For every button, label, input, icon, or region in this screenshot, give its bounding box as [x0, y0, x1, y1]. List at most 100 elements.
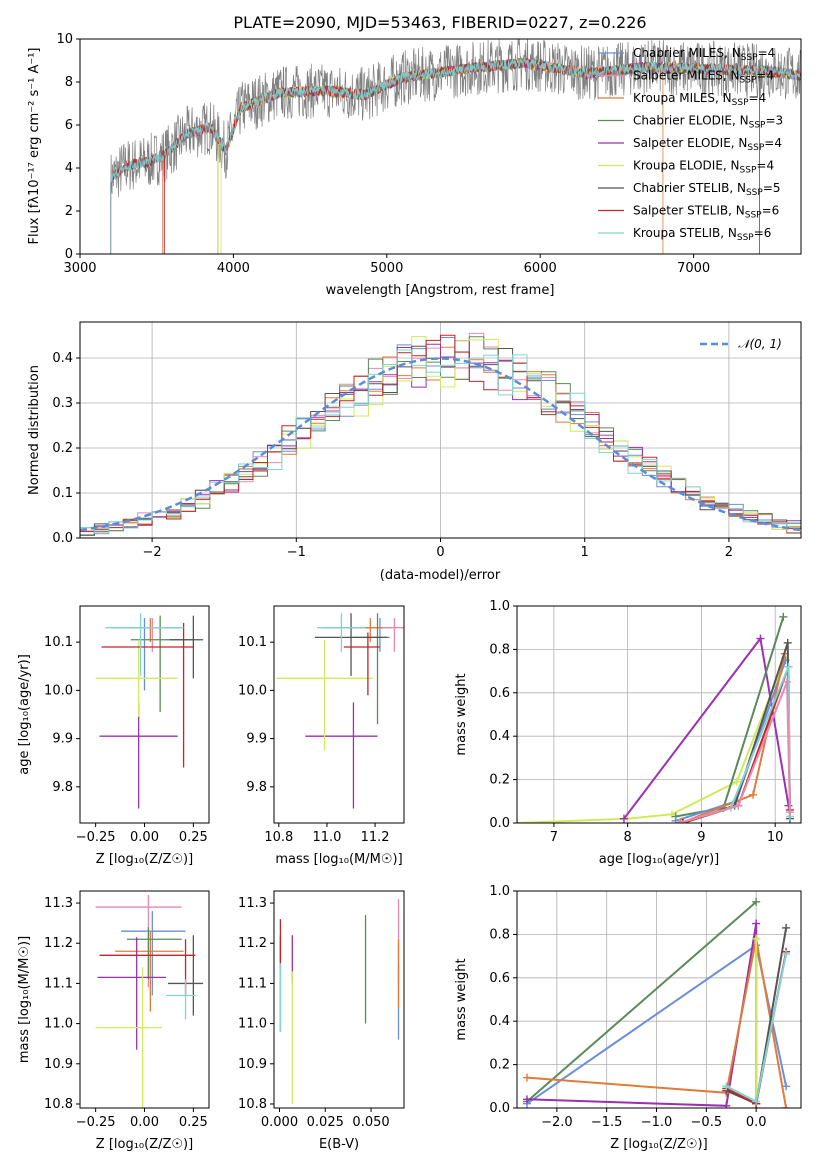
legend-label-chabrier-miles: Chabrier MILES, NSSP=4	[633, 46, 775, 63]
panel-axes-frame	[273, 890, 405, 1109]
panel-x-label: Z [log₁₀(Z/Z☉)]	[96, 1137, 193, 1152]
legend-label-chabrier-elodie: Chabrier ELODIE, NSSP=3	[633, 114, 783, 131]
histogram-y-tick-label: 0.3	[52, 396, 73, 411]
panel-y-tick-label: 0.6	[489, 971, 510, 986]
spectrum-y-tick-label: 2	[65, 204, 73, 219]
panel-plot-area	[517, 606, 801, 823]
panel-plot-area	[95, 613, 204, 809]
spectrum-y-tick-label: 8	[65, 75, 73, 90]
weight-vs-age-panel: 7 8 9 10 0.0 0.2 0.4 0.6 0.8 1.0 age [log₁₀(age/yr…	[454, 599, 802, 867]
panel-x-tick-label: 10.8	[264, 830, 293, 845]
panel-plot-area	[276, 613, 404, 809]
spectrum-y-label: Flux [fλ10⁻¹⁷ erg cm⁻² s⁻¹ A⁻¹]	[27, 48, 42, 245]
histogram-plot-area	[79, 322, 802, 538]
panel-x-tick-label: 10	[767, 830, 784, 845]
panel-y-tick-label: 0.8	[489, 927, 510, 942]
panel-y-tick-label: 0.2	[489, 773, 510, 788]
panel-y-label: mass [log₁₀(M/M☉)]	[17, 936, 32, 1063]
spectrum-x-tick-label: 7000	[677, 261, 710, 276]
mass-vs-metallicity-panel: −0.25 0.00 0.25 10.8 10.9 11.0 11.1 11.2 11.3 Z […	[17, 890, 210, 1152]
panel-y-tick-label: 11.2	[44, 936, 73, 951]
panel-x-tick-label: 0.25	[179, 1115, 208, 1130]
panel-y-tick-label: 0.6	[489, 686, 510, 701]
panel-y-tick-label: 10.8	[44, 1097, 73, 1112]
histogram-x-tick-label: 0	[436, 545, 444, 560]
panel-y-tick-label: 0.2	[489, 1058, 510, 1073]
histogram-x-label: (data-model)/error	[380, 568, 501, 583]
spectrum-x-tick-label: 5000	[370, 261, 403, 276]
histogram-y-tick-label: 0.1	[52, 486, 73, 501]
panel-y-tick-label: 11.0	[238, 1017, 267, 1032]
spectrum-y-tick-label: 4	[65, 161, 73, 176]
panel-x-tick-label: −0.5	[691, 1115, 723, 1130]
panel-axes-frame	[516, 605, 802, 824]
weight-line-chabrier-elodie	[526, 901, 757, 1103]
panel-y-tick-label: 11.2	[238, 936, 267, 951]
panel-y-tick-label: 0.4	[489, 1014, 510, 1029]
panel-y-tick-label: 11.0	[44, 1017, 73, 1032]
panel-y-tick-label: 9.8	[246, 780, 267, 795]
panel-x-tick-label: 0.00	[130, 1115, 159, 1130]
legend-label-kroupa-stelib: Kroupa STELIB, NSSP=6	[633, 226, 771, 243]
panel-x-tick-label: 8	[624, 830, 632, 845]
spectrum-x-label: wavelength [Angstrom, rest frame]	[326, 283, 555, 298]
panel-x-tick-label: 0.025	[307, 1115, 344, 1130]
histogram-x-tick-label: −2	[143, 545, 162, 560]
histogram-x-tick-label: 2	[725, 545, 733, 560]
panel-y-tick-label: 0.0	[489, 1101, 510, 1116]
panel-x-tick-label: 7	[550, 830, 558, 845]
panel-y-tick-label: 0.0	[489, 816, 510, 831]
normal-legend-label: 𝒩(0, 1)	[738, 337, 782, 351]
panel-y-tick-label: 10.1	[238, 635, 267, 650]
spectrum-x-tick-label: 3000	[63, 261, 96, 276]
panel-x-tick-label: 9	[697, 830, 705, 845]
figure-title: PLATE=2090, MJD=53463, FIBERID=0227, z=0…	[233, 13, 646, 32]
panel-x-tick-label: 0.000	[261, 1115, 298, 1130]
panel-x-tick-label: −0.25	[76, 830, 116, 845]
residual-histogram-panel: −2 −1 0 1 2 0.0 0.1 0.2 0.3 0.4 (data-model)/erro…	[27, 321, 802, 583]
weight-vs-metallicity-panel: −2.0 −1.5 −1.0 −0.5 0.0 0.0 0.2 0.4 0.6 0.8 1.0 Z […	[454, 884, 802, 1152]
legend-label-salpeter-miles: Salpeter MILES, NSSP=4	[633, 69, 774, 86]
panel-y-tick-label: 10.0	[44, 683, 73, 698]
panel-x-label: Z [log₁₀(Z/Z☉)]	[610, 1137, 707, 1152]
panel-y-tick-label: 1.0	[489, 884, 510, 899]
panel-y-tick-label: 0.8	[489, 642, 510, 657]
spectrum-x-tick-label: 4000	[217, 261, 250, 276]
panel-y-tick-label: 10.8	[238, 1097, 267, 1112]
panel-y-tick-label: 9.9	[52, 732, 73, 747]
panel-y-tick-label: 11.1	[44, 976, 73, 991]
histogram-y-tick-label: 0.0	[52, 531, 73, 546]
panel-x-tick-label: −2.0	[541, 1115, 573, 1130]
panel-y-tick-label: 11.1	[238, 976, 267, 991]
panel-x-tick-label: 0.050	[352, 1115, 389, 1130]
panel-y-tick-label: 10.1	[44, 635, 73, 650]
spectrum-plot-area	[110, 39, 801, 254]
histogram-y-tick-label: 0.4	[52, 351, 73, 366]
legend-label-chabrier-stelib: Chabrier STELIB, NSSP=5	[633, 181, 781, 198]
histogram-y-tick-label: 0.2	[52, 441, 73, 456]
panel-y-label: mass weight	[454, 673, 469, 755]
panel-plot-area	[517, 891, 801, 1108]
spectrum-y-tick-label: 0	[65, 247, 73, 262]
panel-y-tick-label: 10.0	[238, 683, 267, 698]
panel-axes-frame	[273, 605, 405, 824]
panel-y-tick-label: 11.3	[238, 896, 267, 911]
panel-x-label: mass [log₁₀(M/M☉)]	[275, 852, 402, 867]
panel-x-tick-label: 0.0	[746, 1115, 767, 1130]
panel-x-tick-label: −0.25	[76, 1115, 116, 1130]
histogram-ticks: −2 −1 0 1 2 0.0 0.1 0.2 0.3 0.4	[52, 351, 733, 560]
panel-x-label: Z [log₁₀(Z/Z☉)]	[96, 852, 193, 867]
panel-y-tick-label: 10.9	[44, 1057, 73, 1072]
legend-label-kroupa-miles: Kroupa MILES, NSSP=4	[633, 91, 766, 108]
panel-x-tick-label: −1.5	[591, 1115, 623, 1130]
legend-label-salpeter-stelib: Salpeter STELIB, NSSP=6	[633, 204, 779, 221]
spectrum-x-tick-label: 6000	[524, 261, 557, 276]
histogram-x-tick-label: 1	[581, 545, 589, 560]
histogram-y-label: Normed distribution	[27, 365, 42, 495]
panel-y-label: age [log₁₀(age/yr)]	[17, 654, 32, 775]
spectrum-ticks: 3000 4000 5000 6000 7000 0 2 4 6 8 10	[56, 32, 710, 276]
spectrum-axes-frame	[79, 38, 802, 255]
panel-x-label: E(B-V)	[319, 1137, 359, 1152]
panel-y-tick-label: 9.9	[246, 732, 267, 747]
panel-x-tick-label: −1.0	[641, 1115, 673, 1130]
